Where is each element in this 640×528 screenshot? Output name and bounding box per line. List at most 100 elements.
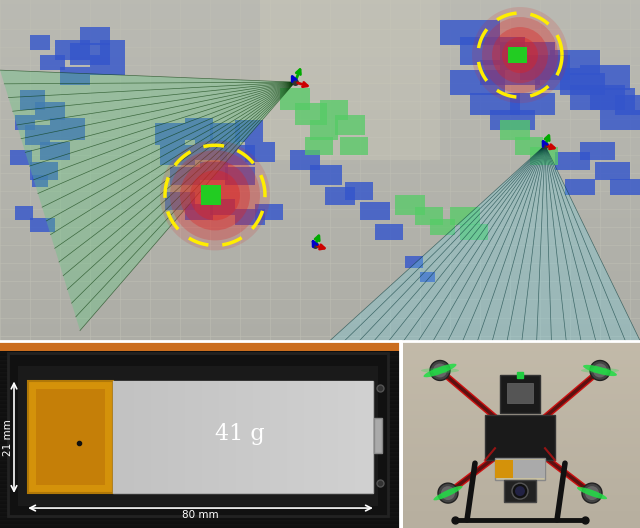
Bar	[205, 190, 217, 200]
Bar	[580, 65, 630, 90]
Bar	[113, 381, 373, 493]
Circle shape	[170, 150, 260, 240]
Bar	[395, 195, 425, 215]
Bar	[310, 165, 342, 185]
Bar	[90, 55, 125, 75]
Bar	[580, 142, 615, 161]
Bar	[515, 137, 543, 155]
Circle shape	[512, 483, 528, 499]
Bar	[507, 383, 533, 403]
Bar	[255, 204, 283, 220]
Bar	[235, 120, 263, 142]
Bar	[440, 20, 500, 45]
Bar	[485, 416, 555, 460]
Bar	[405, 257, 423, 268]
Polygon shape	[0, 70, 295, 331]
Circle shape	[593, 363, 607, 378]
Bar	[415, 208, 443, 225]
Bar	[513, 460, 545, 478]
Bar	[374, 418, 382, 453]
Bar	[420, 272, 435, 282]
Text: 41 g: 41 g	[215, 423, 265, 445]
Bar	[25, 125, 50, 145]
Bar	[28, 381, 113, 493]
Bar	[18, 366, 378, 506]
Circle shape	[515, 486, 525, 496]
Bar	[450, 70, 505, 95]
Bar	[35, 102, 65, 120]
Bar	[201, 185, 213, 195]
Bar	[60, 67, 90, 85]
Bar	[30, 219, 55, 232]
Bar	[500, 375, 540, 413]
Bar	[320, 100, 348, 120]
Circle shape	[482, 17, 558, 93]
Bar	[40, 55, 65, 70]
Bar	[504, 480, 536, 502]
Bar	[70, 43, 110, 65]
Bar	[500, 42, 555, 70]
Bar	[400, 341, 403, 528]
Bar	[560, 73, 605, 95]
Bar	[595, 162, 630, 180]
Bar	[30, 35, 50, 50]
Bar	[290, 150, 320, 170]
Bar	[305, 137, 333, 155]
Bar	[517, 55, 527, 63]
Bar	[160, 145, 195, 165]
Bar	[550, 50, 600, 75]
Bar	[508, 47, 518, 55]
Bar	[430, 219, 455, 235]
Circle shape	[160, 140, 270, 250]
Circle shape	[582, 483, 602, 503]
Bar	[470, 93, 520, 115]
Circle shape	[590, 361, 610, 381]
Text: 80 mm: 80 mm	[182, 510, 219, 520]
Ellipse shape	[421, 368, 459, 373]
Bar	[517, 47, 527, 55]
Bar	[50, 118, 85, 140]
Polygon shape	[330, 145, 640, 341]
Circle shape	[585, 486, 599, 500]
Bar	[195, 140, 227, 161]
Bar	[15, 115, 35, 130]
Ellipse shape	[581, 368, 619, 373]
Bar	[210, 123, 240, 145]
Bar	[10, 150, 32, 165]
Bar	[15, 206, 33, 220]
Ellipse shape	[583, 365, 617, 376]
Bar	[500, 120, 530, 140]
Circle shape	[472, 7, 568, 103]
Bar	[570, 85, 625, 110]
Bar	[20, 90, 45, 110]
Bar	[295, 103, 327, 125]
Bar	[510, 93, 555, 115]
Ellipse shape	[577, 487, 607, 499]
Bar	[165, 192, 195, 210]
Bar	[450, 208, 480, 225]
Bar	[225, 167, 255, 185]
Bar	[610, 180, 640, 195]
Bar	[512, 51, 522, 59]
Bar	[235, 209, 265, 225]
Bar	[100, 40, 125, 55]
Bar	[615, 95, 640, 115]
Bar	[565, 180, 595, 195]
Bar	[280, 88, 310, 110]
Bar	[460, 224, 488, 240]
Bar	[8, 353, 388, 516]
Bar	[335, 115, 365, 135]
Circle shape	[433, 363, 447, 378]
Bar	[32, 175, 48, 187]
Bar	[310, 120, 338, 140]
Circle shape	[502, 37, 538, 73]
Bar	[30, 162, 58, 180]
Bar	[209, 195, 221, 205]
Bar	[220, 145, 255, 165]
Bar	[600, 110, 640, 130]
Bar	[209, 185, 221, 195]
Bar	[460, 37, 525, 65]
Bar	[555, 152, 590, 170]
Bar	[535, 68, 580, 90]
Circle shape	[430, 361, 450, 381]
